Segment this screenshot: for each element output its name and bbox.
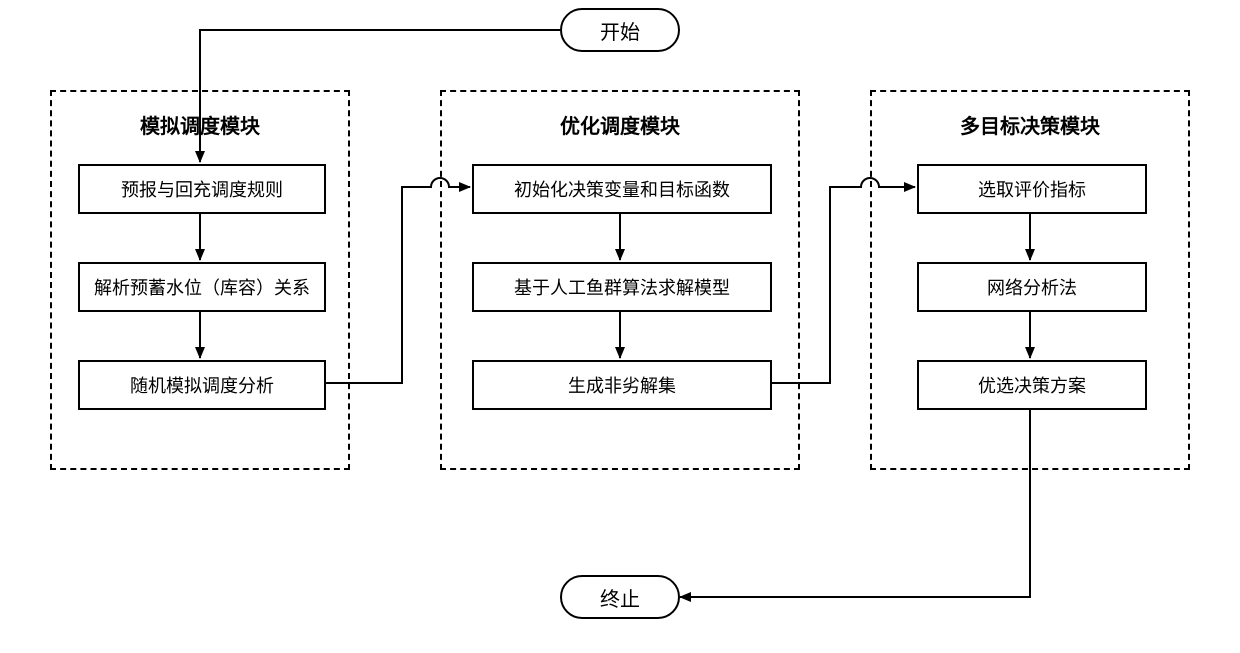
module-simulation: 模拟调度模块 预报与回充调度规则 解析预蓄水位（库容）关系 随机模拟调度分析 bbox=[50, 90, 350, 470]
step-box: 生成非劣解集 bbox=[472, 360, 772, 410]
module-optimization: 优化调度模块 初始化决策变量和目标函数 基于人工鱼群算法求解模型 生成非劣解集 bbox=[440, 90, 800, 470]
step-box: 优选决策方案 bbox=[917, 360, 1147, 410]
step-box: 选取评价指标 bbox=[917, 164, 1147, 214]
terminal-start: 开始 bbox=[560, 8, 680, 52]
step-box: 基于人工鱼群算法求解模型 bbox=[472, 262, 772, 312]
step-box: 初始化决策变量和目标函数 bbox=[472, 164, 772, 214]
module-title: 模拟调度模块 bbox=[52, 110, 348, 139]
step-box: 网络分析法 bbox=[917, 262, 1147, 312]
module-title: 多目标决策模块 bbox=[872, 110, 1188, 139]
step-box: 随机模拟调度分析 bbox=[78, 360, 326, 410]
step-box: 解析预蓄水位（库容）关系 bbox=[78, 262, 326, 312]
module-decision: 多目标决策模块 选取评价指标 网络分析法 优选决策方案 bbox=[870, 90, 1190, 470]
step-box: 预报与回充调度规则 bbox=[78, 164, 326, 214]
module-title: 优化调度模块 bbox=[442, 110, 798, 139]
terminal-end: 终止 bbox=[560, 575, 680, 619]
